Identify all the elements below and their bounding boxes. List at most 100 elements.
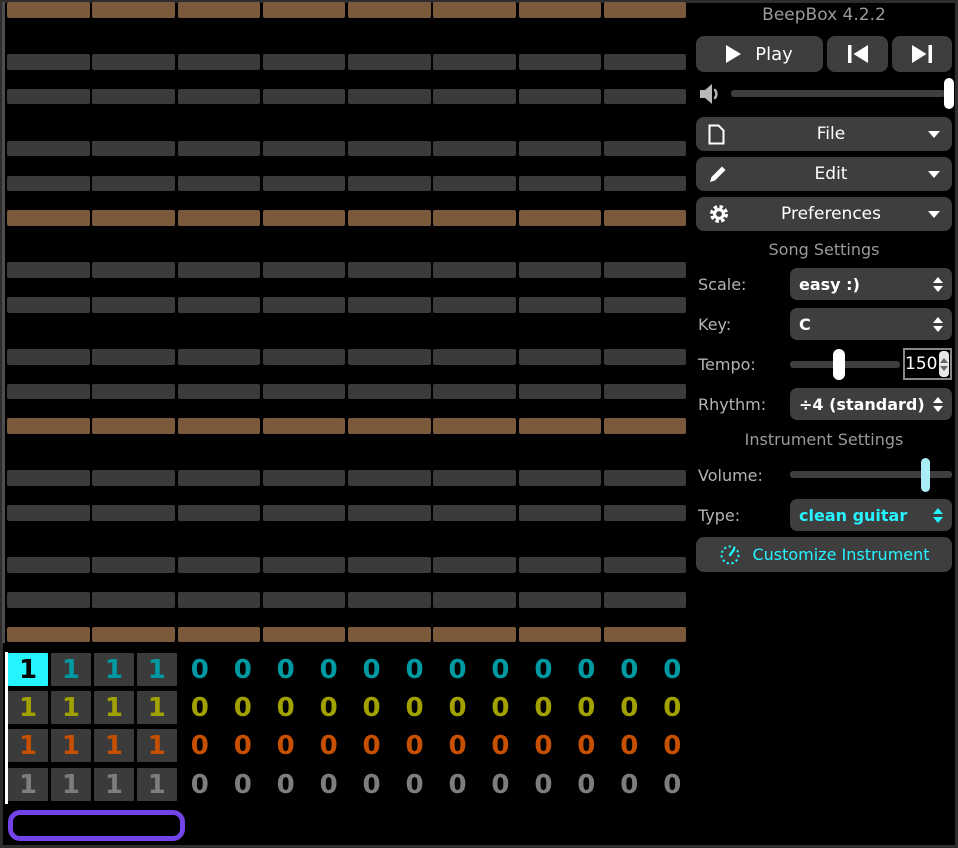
pattern-row-segment[interactable] <box>92 626 175 643</box>
pattern-row-segment[interactable] <box>348 470 431 487</box>
pattern-row-segment[interactable] <box>7 505 90 521</box>
pattern-row-segment[interactable] <box>177 591 261 608</box>
pattern-row-segment[interactable] <box>433 591 516 608</box>
pattern-row-segment[interactable] <box>262 557 346 573</box>
track-cell-pitch-channel-2[interactable]: 0 <box>491 693 510 724</box>
pattern-row-segment[interactable] <box>92 591 175 608</box>
track-cell-noise-channel[interactable]: 0 <box>276 769 295 800</box>
pattern-row-segment[interactable] <box>92 505 175 521</box>
pattern-row-segment[interactable] <box>92 54 175 70</box>
track-cell-pitch-channel-1[interactable]: 0 <box>190 655 209 685</box>
track-cell-pitch-channel-3[interactable]: 0 <box>405 731 424 762</box>
pattern-row-segment[interactable] <box>92 210 175 226</box>
pattern-row-segment[interactable] <box>433 383 516 400</box>
pattern-row-segment[interactable] <box>7 470 90 487</box>
pattern-row-segment[interactable] <box>177 2 261 18</box>
pattern-row-segment[interactable] <box>177 210 261 226</box>
rhythm-select[interactable]: ÷4 (standard) <box>790 388 952 420</box>
pattern-row-segment[interactable] <box>262 505 346 521</box>
track-cell-pitch-channel-3[interactable]: 0 <box>491 731 510 762</box>
track-cell-pitch-channel-2[interactable]: 0 <box>534 693 553 724</box>
pattern-row-segment[interactable] <box>433 557 516 573</box>
pattern-row-segment[interactable] <box>177 175 261 192</box>
track-cell-noise-channel[interactable]: 0 <box>362 769 381 800</box>
next-bar-button[interactable] <box>892 36 952 72</box>
pattern-row-segment[interactable] <box>177 418 261 435</box>
pattern-row-segment[interactable] <box>92 296 175 313</box>
track-cell-pitch-channel-3[interactable]: 1 <box>50 729 91 763</box>
key-select[interactable]: C <box>790 308 952 340</box>
pattern-row-segment[interactable] <box>177 88 261 105</box>
track-cell-pitch-channel-2[interactable]: 0 <box>620 693 639 724</box>
pattern-row-segment[interactable] <box>348 262 431 278</box>
pattern-row-segment[interactable] <box>348 626 431 643</box>
track-cell-noise-channel[interactable]: 0 <box>534 769 553 800</box>
pattern-row-segment[interactable] <box>348 383 431 400</box>
pattern-row-segment[interactable] <box>92 470 175 487</box>
file-menu-button[interactable]: File <box>696 117 952 151</box>
tempo-slider-thumb[interactable] <box>833 349 845 380</box>
pattern-row-segment[interactable] <box>262 88 346 105</box>
pattern-row-segment[interactable] <box>433 140 516 157</box>
pattern-row-segment[interactable] <box>7 2 90 18</box>
pattern-row-segment[interactable] <box>518 140 602 157</box>
pattern-row-segment[interactable] <box>433 262 516 278</box>
instrument-volume-thumb[interactable] <box>921 458 930 492</box>
pattern-row-segment[interactable] <box>7 210 90 226</box>
track-cell-pitch-channel-3[interactable]: 0 <box>276 731 295 762</box>
track-cell-pitch-channel-3[interactable]: 0 <box>534 731 553 762</box>
track-cell-pitch-channel-3[interactable]: 0 <box>620 731 639 762</box>
pattern-row-segment[interactable] <box>92 262 175 278</box>
pattern-row-segment[interactable] <box>262 470 346 487</box>
pattern-row-segment[interactable] <box>518 349 602 365</box>
track-cell-noise-channel[interactable]: 0 <box>491 769 510 800</box>
pattern-row-segment[interactable] <box>348 54 431 70</box>
track-cell-noise-channel[interactable]: 1 <box>8 767 48 801</box>
track-cell-noise-channel[interactable]: 0 <box>233 769 252 800</box>
pattern-row-segment[interactable] <box>7 88 90 105</box>
track-cell-noise-channel[interactable]: 0 <box>620 769 639 800</box>
pattern-row-segment[interactable] <box>7 626 90 643</box>
pattern-row-segment[interactable] <box>7 175 90 192</box>
pattern-row-segment[interactable] <box>518 591 602 608</box>
pattern-row-segment[interactable] <box>433 2 516 18</box>
track-cell-pitch-channel-2[interactable]: 1 <box>50 691 91 725</box>
pattern-row-segment[interactable] <box>603 88 687 105</box>
pattern-row-segment[interactable] <box>603 349 687 365</box>
instrument-volume-slider[interactable] <box>790 471 952 478</box>
track-cell-pitch-channel-1[interactable]: 0 <box>276 655 295 685</box>
pattern-row-segment[interactable] <box>177 505 261 521</box>
pattern-row-segment[interactable] <box>518 175 602 192</box>
pattern-row-segment[interactable] <box>603 262 687 278</box>
track-cell-pitch-channel-1[interactable]: 1 <box>8 653 48 686</box>
track-cell-pitch-channel-2[interactable]: 0 <box>276 693 295 724</box>
pattern-row-segment[interactable] <box>603 626 687 643</box>
track-cell-pitch-channel-1[interactable]: 0 <box>620 655 639 685</box>
pattern-row-segment[interactable] <box>348 210 431 226</box>
track-cell-noise-channel[interactable]: 1 <box>136 767 177 801</box>
pattern-row-segment[interactable] <box>518 210 602 226</box>
pattern-row-segment[interactable] <box>177 296 261 313</box>
pattern-row-segment[interactable] <box>177 383 261 400</box>
track-cell-noise-channel[interactable]: 0 <box>663 769 682 800</box>
track-cell-pitch-channel-1[interactable]: 1 <box>50 653 91 686</box>
pattern-row-segment[interactable] <box>518 557 602 573</box>
pattern-editor[interactable] <box>0 0 692 648</box>
pattern-row-segment[interactable] <box>92 140 175 157</box>
pattern-row-segment[interactable] <box>518 626 602 643</box>
track-cell-pitch-channel-2[interactable]: 0 <box>663 693 682 724</box>
track-cell-pitch-channel-3[interactable]: 0 <box>663 731 682 762</box>
track-cell-pitch-channel-1[interactable]: 0 <box>491 655 510 685</box>
pattern-row-segment[interactable] <box>92 175 175 192</box>
track-cell-pitch-channel-2[interactable]: 0 <box>577 693 596 724</box>
pattern-row-segment[interactable] <box>7 54 90 70</box>
pattern-row-segment[interactable] <box>518 418 602 435</box>
pattern-row-segment[interactable] <box>603 140 687 157</box>
pattern-row-segment[interactable] <box>7 383 90 400</box>
track-cell-noise-channel[interactable]: 0 <box>190 769 209 800</box>
main-volume-slider[interactable] <box>731 90 945 97</box>
pattern-row-segment[interactable] <box>7 418 90 435</box>
pattern-row-segment[interactable] <box>177 54 261 70</box>
pattern-row-segment[interactable] <box>518 383 602 400</box>
track-cell-noise-channel[interactable]: 0 <box>405 769 424 800</box>
